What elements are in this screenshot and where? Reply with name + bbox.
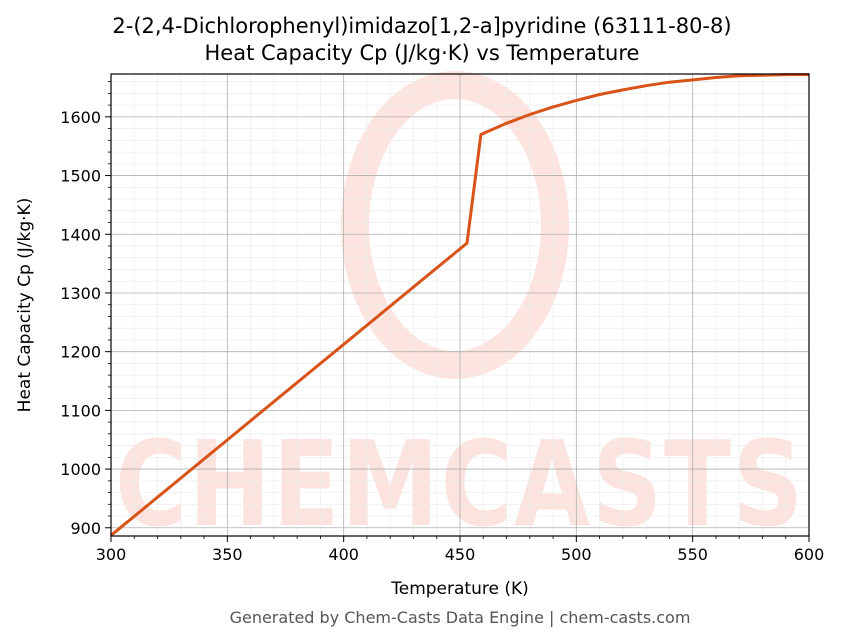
x-tick-label: 350 [212,545,243,564]
chart-subtitle: Heat Capacity Cp (J/kg·K) vs Temperature [204,41,640,65]
x-axis-label: Temperature (K) [390,579,529,599]
x-tick-label: 400 [328,545,359,564]
y-tick-label: 1000 [60,460,101,479]
series-layer [110,73,809,537]
y-tick-label: 1300 [60,284,101,303]
x-tick-label: 600 [794,545,825,564]
chart-title: 2-(2,4-Dichlorophenyl)imidazo[1,2-a]pyri… [112,14,732,38]
x-tick-label: 500 [561,545,592,564]
x-tick-label: 450 [445,545,476,564]
y-tick-label: 1100 [60,401,101,420]
x-tick-label: 300 [96,545,127,564]
footer-credit: Generated by Chem-Casts Data Engine | ch… [229,608,691,627]
major-grid [110,74,810,536]
series-line-0 [110,73,809,537]
watermark-swirl [341,71,569,379]
axis-ticks: 300 350 400 450 500 550 600 900 1000 1100 1200 1300… [60,81,825,564]
y-tick-label: 1600 [60,108,101,127]
y-axis-label: Heat Capacity Cp (J/kg·K) [15,198,35,413]
chemcasts-watermark: CHEMCASTS [115,71,803,553]
y-tick-label: 1200 [60,343,101,362]
y-tick-label: 1500 [60,167,101,186]
y-tick-label: 900 [70,519,101,538]
x-tick-label: 550 [677,545,708,564]
y-tick-label: 1400 [60,225,101,244]
